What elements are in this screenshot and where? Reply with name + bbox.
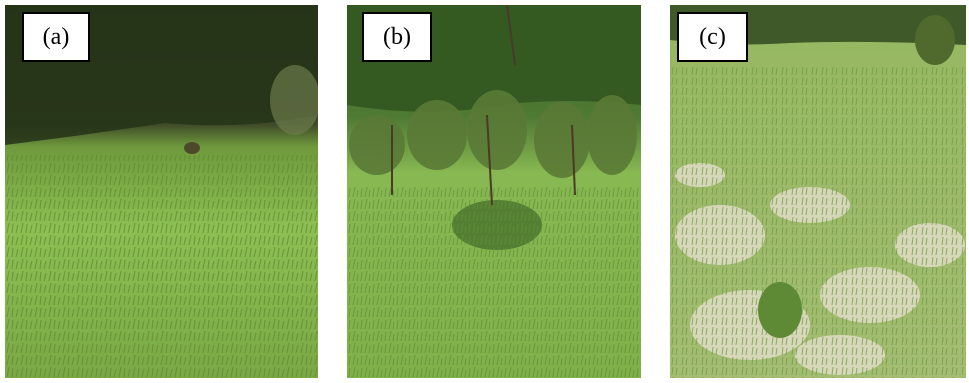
panel-label: (b) xyxy=(362,12,432,62)
photo-c-image xyxy=(670,5,966,378)
photo-b: (b) xyxy=(347,5,641,378)
panel-label: (c) xyxy=(677,12,748,62)
photo-c: (c) xyxy=(670,5,966,378)
panel-label: (a) xyxy=(22,12,90,62)
photo-a: (a) xyxy=(5,5,318,378)
photo-a-image xyxy=(5,5,318,378)
photo-b-image xyxy=(347,5,641,378)
